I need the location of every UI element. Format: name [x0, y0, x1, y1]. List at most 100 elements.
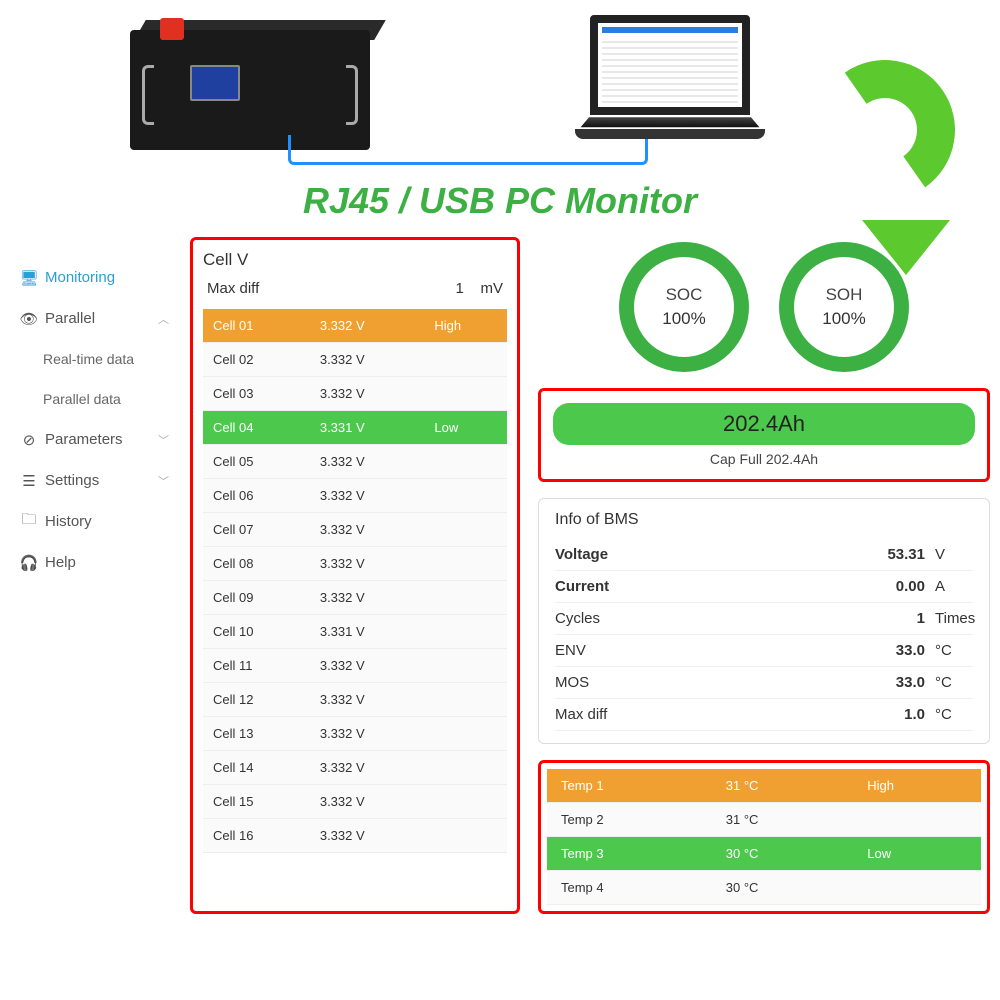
cell-row: Cell 123.332 V: [203, 683, 507, 717]
sidebar-item-parallel-data[interactable]: Parallel data: [15, 379, 175, 419]
cell-voltage: 3.331 V: [310, 615, 425, 649]
cell-voltage: 3.332 V: [310, 683, 425, 717]
cell-voltage: 3.332 V: [310, 309, 425, 343]
bms-label: Max diff: [555, 706, 865, 723]
bms-row: Cycles1Times: [555, 603, 973, 635]
cell-row: Cell 023.332 V: [203, 343, 507, 377]
cell-panel-title: Cell V: [203, 250, 507, 270]
sidebar-item-label: Real-time data: [43, 351, 134, 367]
bms-value: 1.0: [865, 706, 925, 723]
temp-name: Temp 2: [547, 803, 712, 837]
sidebar-item-monitoring[interactable]: 🖥Monitoring: [15, 257, 175, 298]
cell-state: [424, 479, 507, 513]
temperature-panel: Temp 131 °CHighTemp 231 °CTemp 330 °CLow…: [538, 760, 990, 914]
bms-label: ENV: [555, 642, 865, 659]
temp-table: Temp 131 °CHighTemp 231 °CTemp 330 °CLow…: [547, 769, 981, 905]
cell-voltage: 3.332 V: [310, 445, 425, 479]
cell-state: [424, 377, 507, 411]
bms-row: Current0.00A: [555, 571, 973, 603]
sidebar-item-help[interactable]: 🎧Help: [15, 542, 175, 583]
capacity-panel: 202.4Ah Cap Full 202.4Ah: [538, 388, 990, 482]
cell-name: Cell 16: [203, 819, 310, 853]
cell-state: [424, 751, 507, 785]
cell-voltage: 3.332 V: [310, 513, 425, 547]
temp-row: Temp 430 °C: [547, 871, 981, 905]
cell-state: [424, 343, 507, 377]
cell-voltage: 3.332 V: [310, 717, 425, 751]
hero-illustration: [0, 0, 1000, 175]
sidebar-item-real-time-data[interactable]: Real-time data: [15, 339, 175, 379]
chevron-icon: ﹀: [158, 432, 169, 448]
temp-state: High: [853, 769, 981, 803]
cell-name: Cell 05: [203, 445, 310, 479]
cell-name: Cell 09: [203, 581, 310, 615]
sidebar-item-label: Settings: [45, 472, 99, 489]
cell-row: Cell 083.332 V: [203, 547, 507, 581]
sidebar-item-parallel[interactable]: 👁 Parallel ︿: [15, 298, 175, 339]
bms-value: 33.0: [865, 674, 925, 691]
temp-row: Temp 231 °C: [547, 803, 981, 837]
cell-row: Cell 143.332 V: [203, 751, 507, 785]
bms-label: Current: [555, 578, 865, 595]
sidebar-item-history[interactable]: 🗀History: [15, 501, 175, 542]
bms-row: Voltage53.31V: [555, 539, 973, 571]
bms-value: 1: [865, 610, 925, 627]
cell-name: Cell 02: [203, 343, 310, 377]
cell-voltage: 3.332 V: [310, 343, 425, 377]
cell-row: Cell 153.332 V: [203, 785, 507, 819]
cell-state: [424, 581, 507, 615]
sidebar-item-settings[interactable]: ☰Settings﹀: [15, 460, 175, 501]
bms-unit: °C: [925, 706, 973, 723]
bms-row: MOS33.0°C: [555, 667, 973, 699]
arrow-icon: [785, 50, 965, 275]
sidebar-item-label: Parallel data: [43, 391, 121, 407]
temp-name: Temp 4: [547, 871, 712, 905]
cell-state: [424, 717, 507, 751]
sidebar-item-parameters[interactable]: ⊘Parameters﹀: [15, 419, 175, 460]
parameters-icon: ⊘: [21, 432, 37, 448]
laptop-image: [575, 15, 765, 145]
cell-voltage: 3.332 V: [310, 819, 425, 853]
temp-state: Low: [853, 837, 981, 871]
maxdiff-value: 1: [455, 280, 463, 297]
parallel-icon: 👁: [21, 311, 37, 327]
temp-value: 31 °C: [712, 803, 854, 837]
cell-state: [424, 683, 507, 717]
cell-name: Cell 14: [203, 751, 310, 785]
cell-name: Cell 10: [203, 615, 310, 649]
cell-name: Cell 11: [203, 649, 310, 683]
cell-state: High: [424, 309, 507, 343]
cell-state: [424, 615, 507, 649]
bms-row: ENV33.0°C: [555, 635, 973, 667]
cell-row: Cell 073.332 V: [203, 513, 507, 547]
bms-label: Voltage: [555, 546, 865, 563]
bms-value: 0.00: [865, 578, 925, 595]
cell-row: Cell 103.331 V: [203, 615, 507, 649]
temp-state: [853, 803, 981, 837]
cell-voltage: 3.332 V: [310, 751, 425, 785]
bms-unit: °C: [925, 674, 973, 691]
maxdiff-label: Max diff: [207, 280, 259, 297]
cell-row: Cell 053.332 V: [203, 445, 507, 479]
soh-value: 100%: [822, 309, 865, 329]
temp-row: Temp 131 °CHigh: [547, 769, 981, 803]
sidebar: 🖥Monitoring 👁 Parallel ︿ Real-time data Paral…: [10, 237, 180, 914]
cell-name: Cell 04: [203, 411, 310, 445]
maxdiff-unit: mV: [481, 280, 504, 297]
main-content: 🖥Monitoring 👁 Parallel ︿ Real-time data Paral…: [0, 237, 1000, 914]
cell-row: Cell 133.332 V: [203, 717, 507, 751]
cell-voltage: 3.332 V: [310, 377, 425, 411]
cell-table: Cell 013.332 VHighCell 023.332 VCell 033…: [203, 309, 507, 853]
cell-state: [424, 649, 507, 683]
chevron-icon: ︿: [158, 311, 169, 327]
cell-state: [424, 513, 507, 547]
help-icon: 🎧: [21, 555, 37, 571]
soh-label: SOH: [826, 285, 863, 305]
cell-name: Cell 08: [203, 547, 310, 581]
cell-name: Cell 13: [203, 717, 310, 751]
cell-voltage: 3.331 V: [310, 411, 425, 445]
maxdiff-row: Max diff 1 mV: [203, 280, 507, 297]
sidebar-item-label: Parallel: [45, 310, 95, 327]
temp-value: 30 °C: [712, 871, 854, 905]
cell-row: Cell 093.332 V: [203, 581, 507, 615]
